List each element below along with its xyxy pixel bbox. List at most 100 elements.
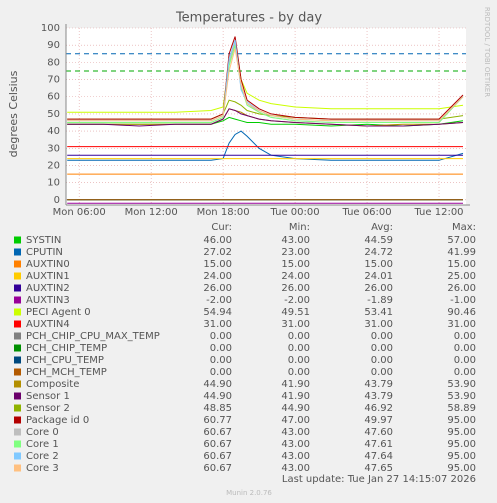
legend-stat: 0.00 <box>371 331 393 342</box>
y-tick-label: 30 <box>47 143 60 154</box>
legend-header: Min: <box>289 222 310 233</box>
legend-stat: 0.00 <box>371 343 393 354</box>
legend-stat: 95.00 <box>447 451 476 462</box>
legend-label: Package id 0 <box>26 415 89 426</box>
series-line <box>67 48 464 122</box>
chart-title: Temperatures - by day <box>175 11 322 26</box>
last-update: Last update: Tue Jan 27 14:15:07 2026 <box>282 474 476 485</box>
legend-swatch <box>14 464 21 472</box>
legend-swatch <box>14 416 21 424</box>
legend-label: PCH_MCH_TEMP <box>26 367 107 378</box>
legend-stat: 47.65 <box>364 463 393 474</box>
legend-stat: 43.00 <box>281 439 310 450</box>
legend-label: PCH_CPU_TEMP <box>26 355 104 366</box>
legend-stat: 48.85 <box>203 403 232 414</box>
legend-stat: 26.00 <box>203 283 232 294</box>
legend-label: Core 0 <box>26 427 59 438</box>
legend-stat: 95.00 <box>447 415 476 426</box>
legend-swatch <box>14 440 21 448</box>
legend-stat: 43.79 <box>364 379 393 390</box>
x-tick-label: Tue 06:00 <box>342 207 392 218</box>
legend-stat: 0.00 <box>454 331 476 342</box>
legend-stat: 15.00 <box>364 259 393 270</box>
legend-swatch <box>14 260 21 268</box>
y-tick-label: 100 <box>41 23 60 34</box>
legend-stat: 95.00 <box>447 439 476 450</box>
legend-stat: 60.67 <box>203 439 232 450</box>
legend-swatch <box>14 296 21 304</box>
legend-stat: 53.41 <box>364 307 393 318</box>
legend-stat: 60.67 <box>203 463 232 474</box>
side-label: RRDTOOL / TOBI OETIKER <box>483 7 491 97</box>
series-line <box>67 36 464 120</box>
x-tick-label: Tue 00:00 <box>270 207 320 218</box>
legend-stat: -1.89 <box>367 295 393 306</box>
legend-stat: 31.00 <box>281 319 310 330</box>
legend-label: AUXTIN0 <box>26 259 70 270</box>
legend-stat: 0.00 <box>371 355 393 366</box>
legend-stat: 47.60 <box>364 427 393 438</box>
legend-swatch <box>14 356 21 364</box>
legend-stat: 47.64 <box>364 451 393 462</box>
legend-swatch <box>14 380 21 388</box>
legend-stat: 15.00 <box>281 259 310 270</box>
legend-swatch <box>14 284 21 292</box>
legend-label: PCH_CHIP_CPU_MAX_TEMP <box>26 331 160 342</box>
legend-swatch <box>14 332 21 340</box>
legend-header: Cur: <box>211 222 232 233</box>
legend-swatch <box>14 392 21 400</box>
legend-swatch <box>14 344 21 352</box>
plot-area <box>66 28 466 205</box>
legend-stat: 24.00 <box>281 271 310 282</box>
legend-stat: -2.00 <box>206 295 232 306</box>
legend-swatch <box>14 404 21 412</box>
legend-stat: 90.46 <box>447 307 476 318</box>
legend-stat: 41.99 <box>447 247 476 258</box>
legend-swatch <box>14 428 21 436</box>
legend-stat: 44.90 <box>203 379 232 390</box>
y-tick-label: 50 <box>47 109 60 120</box>
legend-stat: 60.67 <box>203 451 232 462</box>
series-line <box>67 43 464 113</box>
legend-stat: 24.01 <box>364 271 393 282</box>
legend-swatch <box>14 452 21 460</box>
legend-stat: 27.02 <box>203 247 232 258</box>
legend-stat: 44.59 <box>364 235 393 246</box>
legend-stat: 47.61 <box>364 439 393 450</box>
legend-stat: 15.00 <box>203 259 232 270</box>
legend-label: CPUTIN <box>26 247 63 258</box>
legend-stat: 49.51 <box>281 307 310 318</box>
legend-label: AUXTIN2 <box>26 283 70 294</box>
y-tick-label: 20 <box>47 160 60 171</box>
y-tick-label: 70 <box>47 75 60 86</box>
series-line <box>67 130 464 161</box>
legend-stat: 0.00 <box>210 343 232 354</box>
legend-label: Core 1 <box>26 439 59 450</box>
legend-header: Avg: <box>371 222 393 233</box>
legend-stat: 0.00 <box>288 331 310 342</box>
series-line <box>67 108 464 127</box>
legend-stat: 0.00 <box>454 367 476 378</box>
legend-label: Core 3 <box>26 463 59 474</box>
legend-swatch <box>14 368 21 376</box>
legend-stat: 23.00 <box>281 247 310 258</box>
legend-stat: 58.89 <box>447 403 476 414</box>
legend-stat: 26.00 <box>364 283 393 294</box>
legend-stat: 0.00 <box>210 367 232 378</box>
legend-stat: 53.90 <box>447 379 476 390</box>
legend-stat: 0.00 <box>288 343 310 354</box>
legend-label: AUXTIN4 <box>26 319 70 330</box>
legend-stat: 0.00 <box>454 343 476 354</box>
legend-stat: 47.00 <box>281 415 310 426</box>
legend-stat: 43.00 <box>281 427 310 438</box>
x-tick-label: Mon 12:00 <box>125 207 178 218</box>
y-tick-label: 60 <box>47 92 60 103</box>
x-tick-label: Mon 06:00 <box>53 207 106 218</box>
legend-stat: 24.00 <box>203 271 232 282</box>
legend-stat: 0.00 <box>288 367 310 378</box>
legend-label: PCH_CHIP_TEMP <box>26 343 107 354</box>
legend-stat: 43.00 <box>281 235 310 246</box>
legend-label: AUXTIN1 <box>26 271 70 282</box>
legend-label: PECI Agent 0 <box>26 307 91 318</box>
legend-stat: 43.00 <box>281 463 310 474</box>
